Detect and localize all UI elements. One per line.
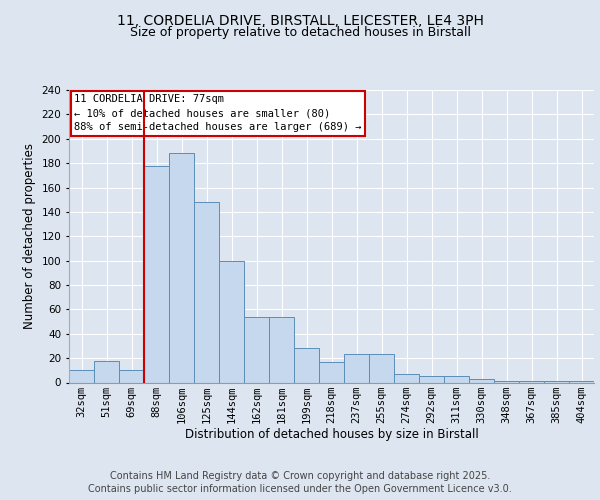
Text: 11, CORDELIA DRIVE, BIRSTALL, LEICESTER, LE4 3PH: 11, CORDELIA DRIVE, BIRSTALL, LEICESTER,…	[116, 14, 484, 28]
Bar	[394, 374, 419, 382]
Bar	[69, 370, 94, 382]
Bar	[344, 354, 369, 382]
Text: 11 CORDELIA DRIVE: 77sqm
← 10% of detached houses are smaller (80)
88% of semi-d: 11 CORDELIA DRIVE: 77sqm ← 10% of detach…	[74, 94, 362, 132]
Bar	[369, 354, 394, 382]
Bar	[119, 370, 144, 382]
Bar	[319, 362, 344, 382]
Bar	[294, 348, 319, 382]
Text: Contains public sector information licensed under the Open Government Licence v3: Contains public sector information licen…	[88, 484, 512, 494]
Bar	[169, 154, 194, 382]
Bar	[419, 376, 444, 382]
Bar	[94, 360, 119, 382]
Bar	[219, 260, 244, 382]
Bar	[469, 379, 494, 382]
Bar	[269, 316, 294, 382]
X-axis label: Distribution of detached houses by size in Birstall: Distribution of detached houses by size …	[185, 428, 478, 442]
Text: Contains HM Land Registry data © Crown copyright and database right 2025.: Contains HM Land Registry data © Crown c…	[110, 471, 490, 481]
Text: Size of property relative to detached houses in Birstall: Size of property relative to detached ho…	[130, 26, 470, 39]
Bar	[144, 166, 169, 382]
Bar	[194, 202, 219, 382]
Y-axis label: Number of detached properties: Number of detached properties	[23, 143, 36, 329]
Bar	[244, 316, 269, 382]
Bar	[444, 376, 469, 382]
